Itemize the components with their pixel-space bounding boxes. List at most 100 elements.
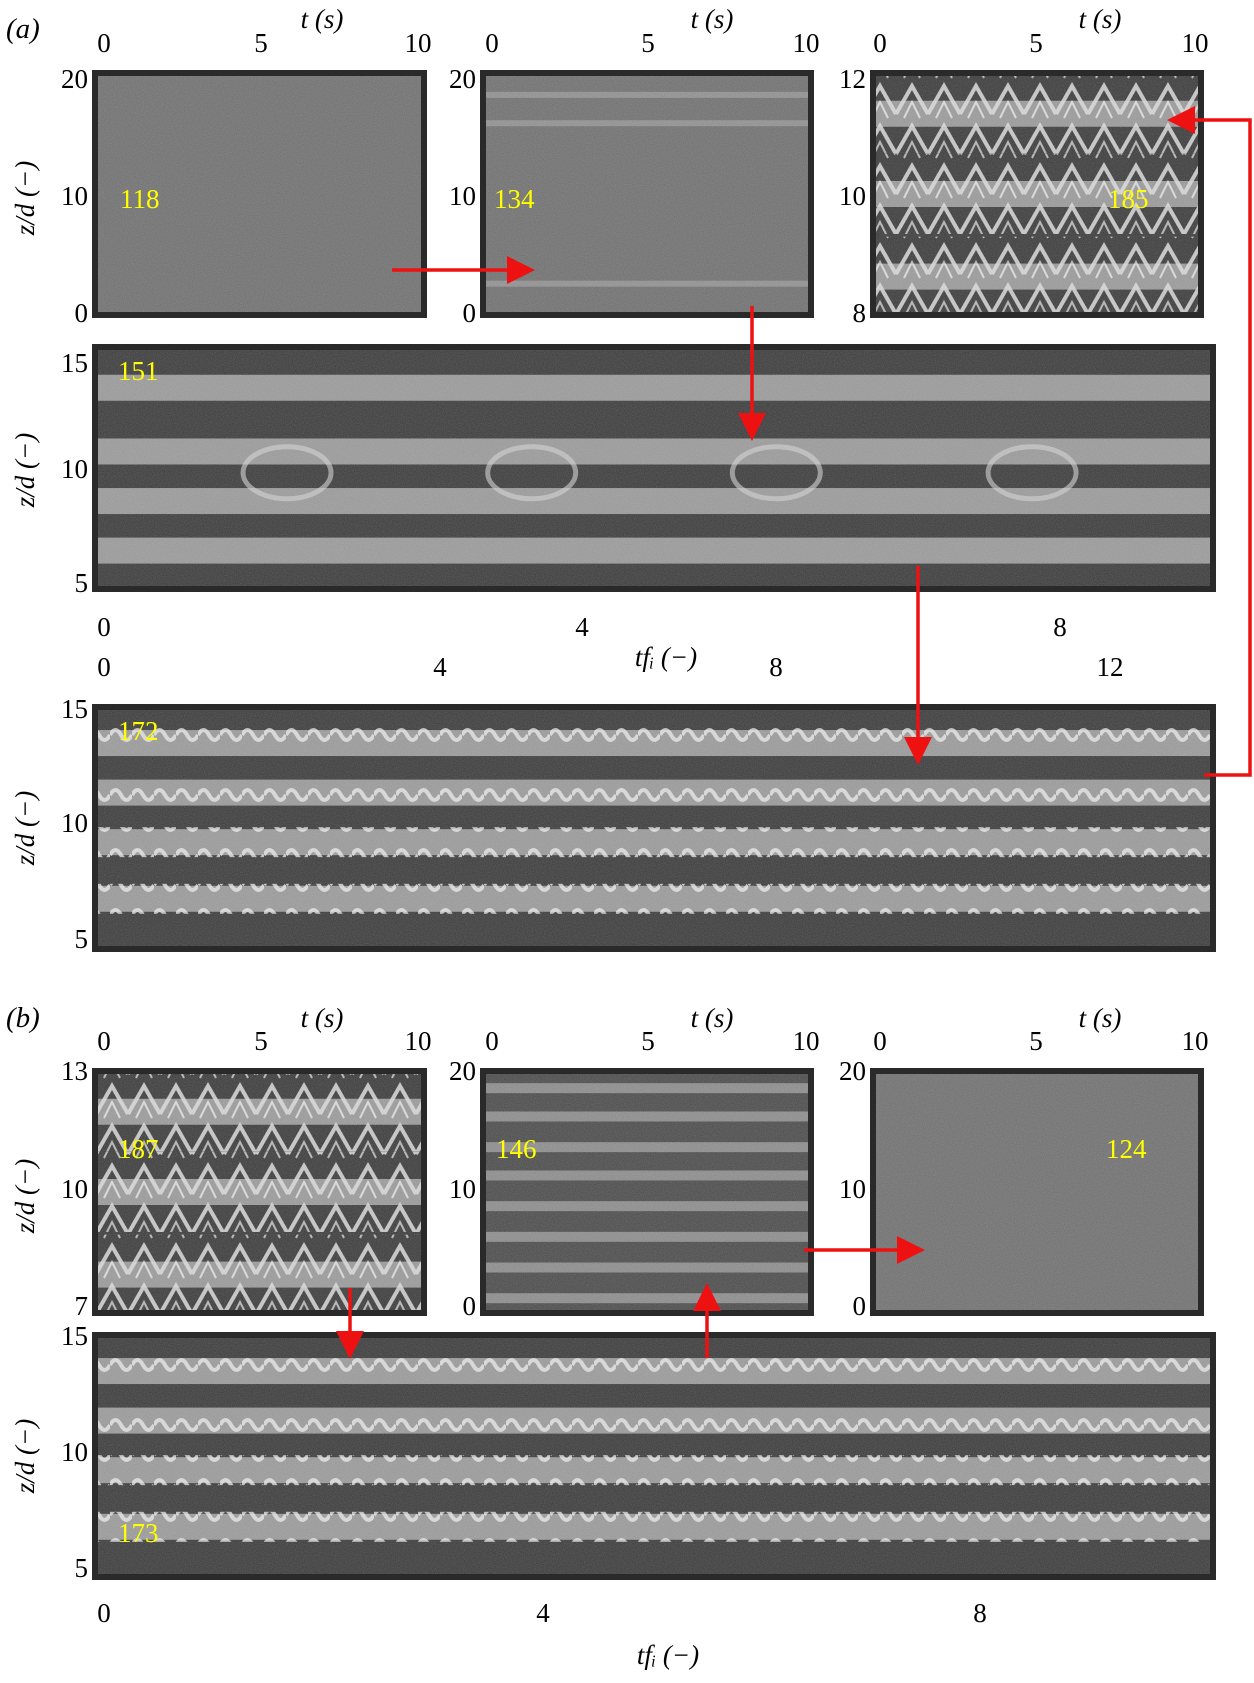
case-label: 151	[118, 356, 159, 386]
time-axis-title: t (s)	[691, 4, 734, 34]
x-tick-label: 5	[641, 28, 655, 58]
kymograph-image	[92, 704, 1216, 952]
y-tick-label: 13	[61, 1056, 88, 1086]
case-label: 187	[118, 1134, 159, 1164]
y-tick-label: 5	[75, 568, 89, 598]
height-axis-title: z/d (−)	[10, 161, 40, 236]
x-tick-label: 5	[254, 1026, 268, 1056]
y-tick-label: 8	[853, 298, 867, 328]
case-label: 124	[1106, 1134, 1147, 1164]
x-tick-label: 5	[1029, 28, 1043, 58]
arrow-172-to-185	[1167, 106, 1252, 777]
kymograph-panel-a3: t (s) 0 5 10 12 10 8 185	[839, 4, 1209, 328]
x-tick-label: 5	[1029, 1026, 1043, 1056]
x-tick-label: 4	[536, 1598, 550, 1628]
x-tick-label: 4	[575, 612, 589, 642]
y-tick-label: 20	[449, 1056, 476, 1086]
kymograph-panel-b1: t (s) 0 5 10 13 10 7 z/d (−) 187	[10, 1003, 432, 1321]
kymograph-image	[92, 70, 427, 318]
x-tick-label: 8	[1053, 612, 1067, 642]
case-label: 146	[496, 1134, 537, 1164]
x-tick-label: 12	[1097, 652, 1124, 682]
x-tick-label: 8	[769, 652, 783, 682]
kymograph-panel-a4: 15 10 5 z/d (−) 0 4 8 tfᵢ (−) 151	[10, 344, 1216, 672]
x-tick-label: 0	[873, 1026, 887, 1056]
kymograph-panel-a2: t (s) 0 5 10 20 10 0 134	[449, 4, 820, 328]
y-tick-label: 0	[75, 298, 89, 328]
x-tick-label: 0	[485, 28, 499, 58]
y-tick-label: 10	[61, 1437, 88, 1467]
y-tick-label: 0	[463, 298, 477, 328]
x-tick-label: 0	[97, 612, 111, 642]
y-tick-label: 20	[839, 1056, 866, 1086]
x-tick-label: 0	[97, 652, 111, 682]
x-tick-label: 0	[97, 1026, 111, 1056]
time-axis-title: t (s)	[691, 1003, 734, 1033]
y-tick-label: 12	[839, 64, 866, 94]
time-axis-title: t (s)	[301, 1003, 344, 1033]
case-label: 134	[494, 184, 535, 214]
x-tick-label: 8	[973, 1598, 987, 1628]
y-tick-label: 15	[61, 694, 88, 724]
time-axis-title: t (s)	[1079, 4, 1122, 34]
y-tick-label: 10	[61, 181, 88, 211]
x-tick-label: 0	[873, 28, 887, 58]
height-axis-title: z/d (−)	[10, 1159, 40, 1234]
x-tick-label: 0	[97, 28, 111, 58]
case-label: 173	[118, 1518, 159, 1548]
x-tick-label: 10	[793, 28, 820, 58]
kymograph-panel-b4: 15 10 5 z/d (−) 0 4 8 tfᵢ (−) 173	[10, 1321, 1216, 1670]
y-tick-label: 5	[75, 924, 89, 954]
kymograph-image	[480, 70, 814, 318]
kymograph-image	[92, 1332, 1216, 1580]
kymograph-image	[92, 1068, 427, 1316]
y-tick-label: 10	[449, 181, 476, 211]
y-tick-label: 10	[61, 1174, 88, 1204]
height-axis-title: z/d (−)	[10, 791, 40, 866]
kymograph-panel-b3: t (s) 0 5 10 20 10 0 124	[839, 1003, 1209, 1321]
kymograph-image	[92, 344, 1216, 592]
kymograph-panel-a5: 0 4 8 12 15 10 5 z/d (−) 172	[10, 652, 1216, 954]
case-label: 185	[1108, 184, 1149, 214]
y-tick-label: 10	[61, 454, 88, 484]
y-tick-label: 0	[463, 1291, 477, 1321]
kymograph-image	[870, 1068, 1204, 1316]
y-tick-label: 10	[449, 1174, 476, 1204]
y-tick-label: 10	[61, 808, 88, 838]
height-axis-title: z/d (−)	[10, 1419, 40, 1494]
x-tick-label: 10	[1182, 1026, 1209, 1056]
kymograph-panel-b2: t (s) 0 5 10 20 10 0 146	[449, 1003, 820, 1321]
x-tick-label: 5	[641, 1026, 655, 1056]
case-label: 118	[120, 184, 160, 214]
x-tick-label: 10	[405, 28, 432, 58]
x-tick-label: 0	[485, 1026, 499, 1056]
y-tick-label: 15	[61, 348, 88, 378]
y-tick-label: 10	[839, 1174, 866, 1204]
kymograph-panel-a1: t (s) 0 5 10 20 10 0 z/d (−) 118	[10, 4, 432, 328]
x-tick-label: 10	[1182, 28, 1209, 58]
time-axis-title: t (s)	[1079, 1003, 1122, 1033]
kymograph-image	[480, 1068, 814, 1316]
x-tick-label: 4	[433, 652, 447, 682]
kymograph-image	[870, 70, 1204, 318]
y-tick-label: 7	[75, 1291, 89, 1321]
x-tick-label: 5	[254, 28, 268, 58]
case-label: 172	[118, 716, 159, 746]
y-tick-label: 10	[839, 181, 866, 211]
y-tick-label: 15	[61, 1321, 88, 1351]
phase-axis-title: tfᵢ (−)	[635, 642, 697, 672]
height-axis-title: z/d (−)	[10, 433, 40, 508]
x-tick-label: 10	[793, 1026, 820, 1056]
panel-label-a: (a)	[6, 13, 40, 45]
transition-arrows	[336, 106, 1252, 1359]
x-tick-label: 10	[405, 1026, 432, 1056]
y-tick-label: 20	[449, 64, 476, 94]
time-axis-title: t (s)	[301, 4, 344, 34]
y-tick-label: 5	[75, 1553, 89, 1583]
phase-axis-title: tfᵢ (−)	[637, 1640, 699, 1670]
y-tick-label: 0	[853, 1291, 867, 1321]
x-tick-label: 0	[97, 1598, 111, 1628]
y-tick-label: 20	[61, 64, 88, 94]
panel-label-b: (b)	[6, 1002, 40, 1034]
